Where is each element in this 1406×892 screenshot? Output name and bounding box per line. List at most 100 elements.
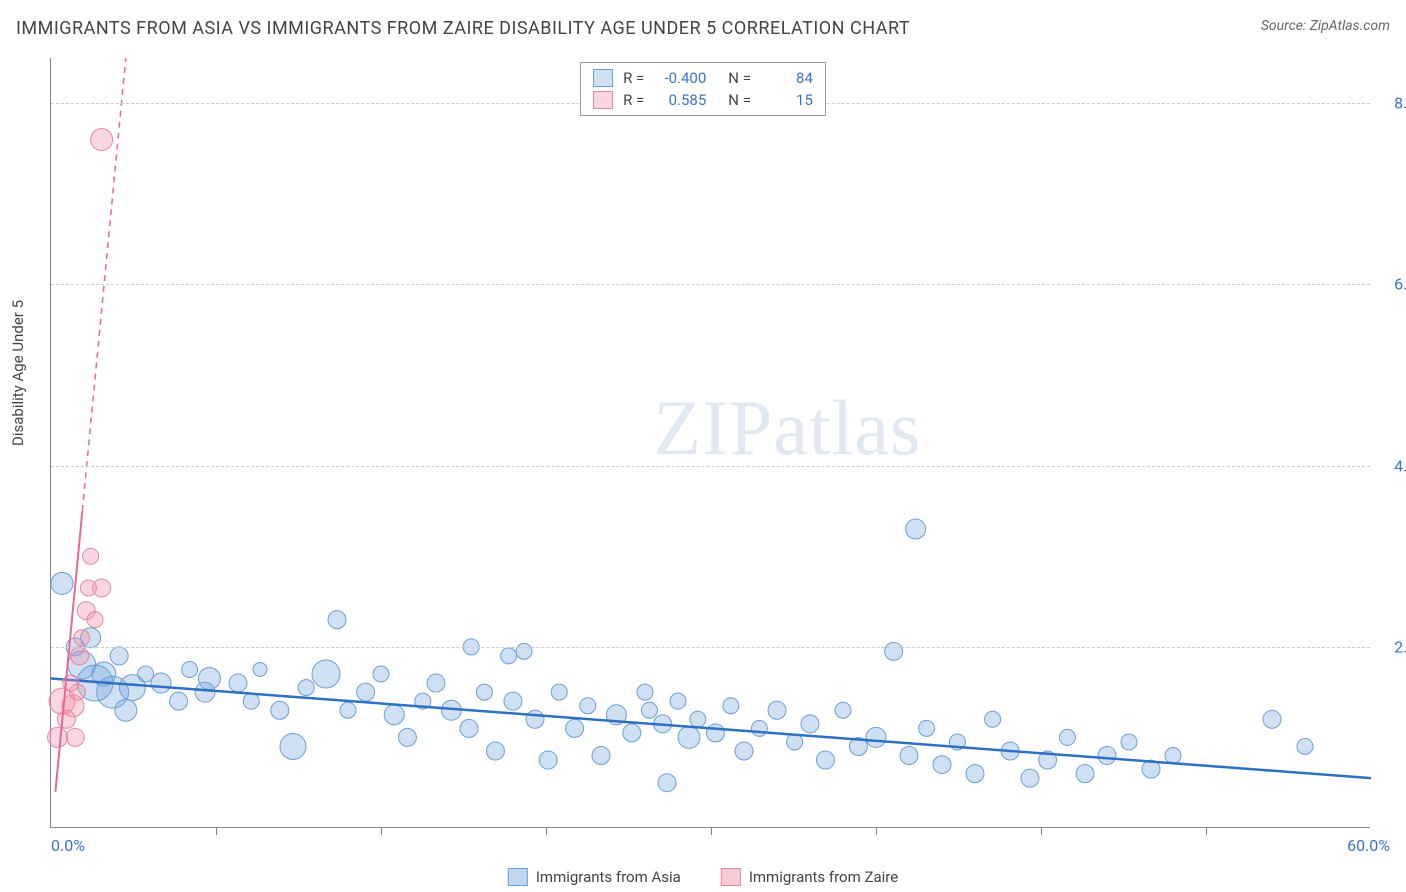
data-point (243, 693, 259, 709)
data-point (1263, 710, 1281, 728)
data-point (74, 630, 90, 646)
data-point (678, 726, 700, 748)
legend-label: Immigrants from Asia (536, 868, 681, 886)
data-point (486, 742, 504, 760)
y-tick-label: 4.0% (1394, 456, 1406, 475)
y-tick-label: 8.0% (1394, 94, 1406, 113)
data-point (580, 698, 596, 714)
data-point (229, 674, 247, 692)
legend-r-label: R = (623, 91, 644, 109)
data-point (271, 701, 289, 719)
x-tick (381, 827, 382, 835)
data-point (69, 684, 85, 700)
legend-item: Immigrants from Zaire (721, 868, 898, 886)
data-point (816, 751, 834, 769)
data-point (906, 519, 926, 539)
data-point (1165, 748, 1181, 764)
data-point (110, 647, 128, 665)
data-point (373, 666, 389, 682)
data-point (1297, 738, 1313, 754)
data-point (658, 774, 676, 792)
grid-line (51, 466, 1370, 467)
data-point (706, 724, 724, 742)
data-point (170, 692, 188, 710)
data-point (985, 711, 1001, 727)
data-point (641, 702, 657, 718)
data-point (966, 765, 984, 783)
data-point (398, 728, 416, 746)
title-bar: IMMIGRANTS FROM ASIA VS IMMIGRANTS FROM … (16, 18, 1390, 39)
data-point (566, 719, 584, 737)
data-point (885, 642, 903, 660)
data-point (253, 662, 267, 676)
x-tick (1041, 827, 1042, 835)
grid-line (51, 284, 1370, 285)
grid-line (51, 647, 1370, 648)
data-point (1121, 734, 1137, 750)
data-point (460, 719, 478, 737)
data-point (592, 747, 610, 765)
data-point (91, 129, 113, 151)
data-point (1076, 765, 1094, 783)
data-point (340, 702, 356, 718)
legend-n-value: 15 (761, 91, 813, 109)
data-point (83, 548, 99, 564)
data-point (637, 684, 653, 700)
data-point (623, 724, 641, 742)
data-point (312, 660, 340, 688)
y-tick-label: 2.0% (1394, 637, 1406, 656)
x-tick (216, 827, 217, 835)
data-point (539, 751, 557, 769)
plot-area: 2.0%4.0%6.0%8.0%0.0%60.0% (50, 58, 1370, 828)
legend-n-label: N = (728, 69, 751, 87)
data-point (526, 710, 544, 728)
data-point (280, 733, 306, 759)
x-tick (1206, 827, 1207, 835)
data-point (501, 648, 517, 664)
data-point (51, 572, 73, 594)
data-point (427, 674, 445, 692)
data-point (476, 684, 492, 700)
data-point (551, 684, 567, 700)
data-point (787, 734, 803, 750)
data-point (933, 756, 951, 774)
data-point (919, 720, 935, 736)
data-point (357, 683, 375, 701)
data-point (182, 661, 198, 677)
series-legend: Immigrants from Asia Immigrants from Zair… (508, 868, 898, 886)
legend-n-label: N = (728, 91, 751, 109)
y-axis-label: Disability Age Under 5 (9, 300, 27, 446)
legend-n-value: 84 (761, 69, 813, 87)
data-point (298, 680, 314, 696)
source-attribution: Source: ZipAtlas.com (1261, 18, 1390, 34)
data-point (516, 643, 532, 659)
data-point (66, 728, 84, 746)
legend-swatch (508, 868, 528, 886)
data-point (151, 673, 171, 693)
correlation-legend: R = -0.400 N = 84 R = 0.585 N = 15 (580, 62, 826, 116)
data-point (198, 668, 220, 690)
x-tick (711, 827, 712, 835)
data-point (801, 715, 819, 733)
data-point (835, 702, 851, 718)
correlation-legend-row: R =-0.400N =84 (593, 67, 813, 89)
legend-r-value: -0.400 (654, 69, 706, 87)
data-point (866, 727, 886, 747)
trend-line (51, 679, 1371, 779)
x-min-label: 0.0% (51, 836, 85, 855)
correlation-legend-row: R = 0.585 N = 15 (593, 89, 813, 111)
data-point (384, 705, 404, 725)
x-tick (546, 827, 547, 835)
legend-swatch (593, 69, 613, 87)
data-point (115, 699, 137, 721)
data-point (93, 579, 111, 597)
legend-swatch (721, 868, 741, 886)
chart-title: IMMIGRANTS FROM ASIA VS IMMIGRANTS FROM … (16, 18, 910, 39)
legend-r-value: 0.585 (654, 91, 706, 109)
data-point (751, 720, 767, 736)
data-point (504, 692, 522, 710)
data-point (723, 698, 739, 714)
scatter-plot-svg (51, 58, 1370, 827)
x-max-label: 60.0% (1347, 836, 1390, 855)
data-point (670, 693, 686, 709)
